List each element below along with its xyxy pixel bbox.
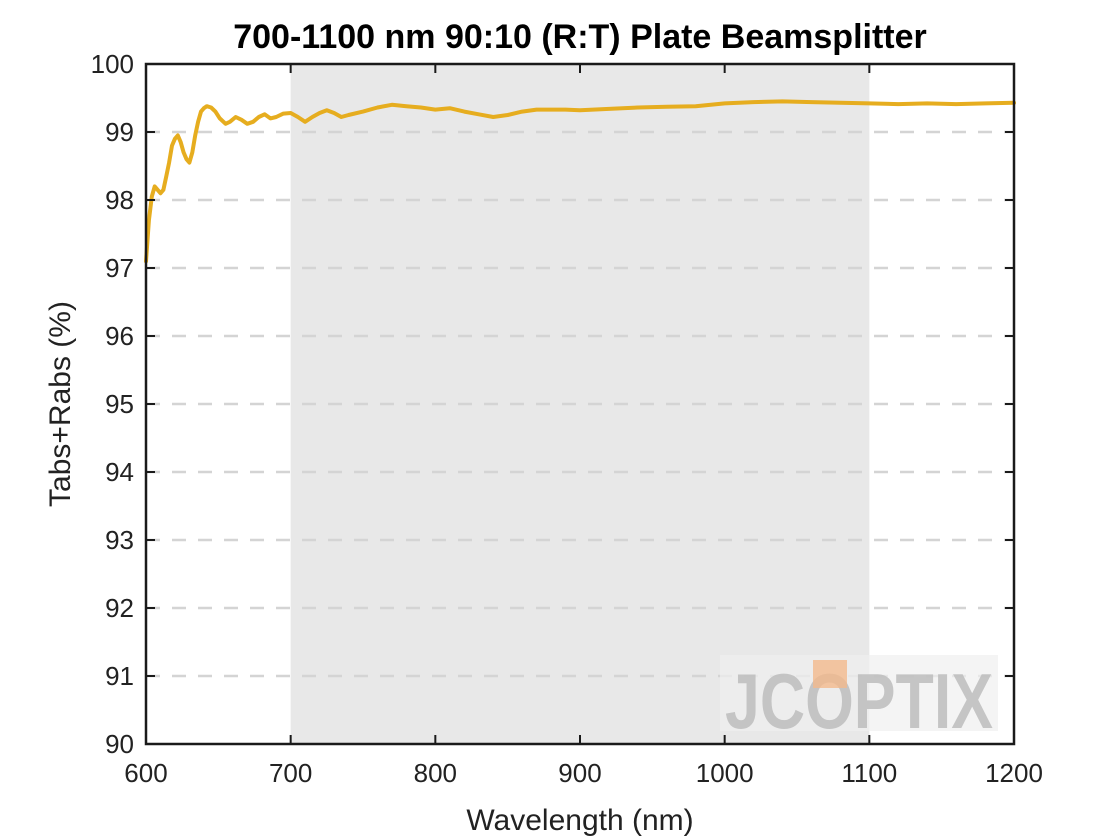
y-tick-label: 92 — [105, 593, 134, 623]
y-tick-label: 99 — [105, 117, 134, 147]
x-tick-label: 1200 — [985, 758, 1043, 788]
y-tick-label: 93 — [105, 525, 134, 555]
y-tick-labels: 90 91 92 93 94 95 96 97 98 99 100 — [91, 49, 134, 759]
y-tick-label: 94 — [105, 457, 134, 487]
logo-text: JCOPTIX — [725, 657, 993, 745]
x-tick-label: 900 — [558, 758, 601, 788]
y-tick-label: 97 — [105, 253, 134, 283]
chart-title: 700-1100 nm 90:10 (R:T) Plate Beamsplitt… — [233, 18, 927, 56]
x-axis-label: Wavelength (nm) — [466, 804, 693, 837]
x-tick-label: 600 — [124, 758, 167, 788]
y-tick-label: 96 — [105, 321, 134, 351]
x-tick-label: 1100 — [841, 758, 897, 788]
y-tick-label: 90 — [105, 729, 134, 759]
logo-watermark: JCOPTIX — [720, 655, 998, 745]
y-axis-label: Tabs+Rabs (%) — [44, 301, 77, 507]
y-tick-label: 98 — [105, 185, 134, 215]
y-tick-label: 91 — [105, 661, 134, 691]
y-tick-label: 95 — [105, 389, 134, 419]
series-line — [144, 99, 1016, 264]
x-tick-labels: 600 700 800 900 1000 1100 1200 — [124, 758, 1043, 788]
axis-ticks — [145, 63, 1015, 745]
x-tick-label: 800 — [414, 758, 457, 788]
x-tick-label: 1000 — [696, 758, 754, 788]
x-tick-label: 700 — [269, 758, 312, 788]
logo-accent-mark — [813, 660, 847, 688]
y-tick-label: 100 — [91, 49, 134, 79]
